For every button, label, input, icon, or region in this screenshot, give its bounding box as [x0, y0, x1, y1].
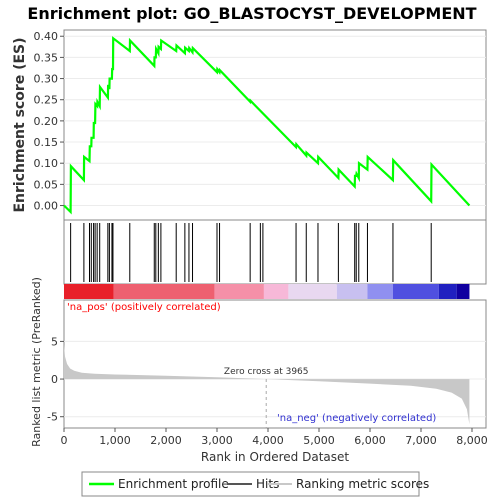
- es-y-ticks: 0.00 0.05 0.10 0.15 0.20 0.25 0.30 0.35 0.40: [34, 30, 64, 213]
- es-y-tick-label: 0.15: [34, 136, 59, 149]
- legend-enrichment-label: Enrichment profile: [118, 477, 229, 491]
- heat-strip-segment: [456, 284, 470, 299]
- heat-strip-segment: [367, 284, 393, 299]
- es-panel: 0.00 0.05 0.10 0.15 0.20 0.25 0.30 0.35 0.40 Enr…: [12, 29, 487, 221]
- x-tick-label: 8,000: [456, 434, 488, 447]
- heat-strip-segment: [64, 284, 114, 299]
- enrichment-profile-line: [63, 36, 471, 215]
- es-y-tick-label: 0.35: [34, 51, 59, 64]
- es-y-tick-label: 0.10: [34, 157, 59, 170]
- chart-title: Enrichment plot: GO_BLASTOCYST_DEVELOPME…: [27, 4, 476, 23]
- legend-metric-label: Ranking metric scores: [296, 477, 429, 491]
- es-y-tick-label: 0.30: [34, 73, 59, 86]
- metric-y-tick-label: 5: [51, 335, 58, 348]
- x-tick-label: 2,000: [150, 434, 182, 447]
- metric-plot-area: [63, 299, 487, 429]
- metric-panel: Zero cross at 3965 'na_pos' (positively …: [30, 277, 487, 447]
- pos-correlated-label: 'na_pos' (positively correlated): [67, 302, 221, 313]
- es-gridlines: [64, 35, 486, 207]
- es-y-tick-label: 0.25: [34, 94, 59, 107]
- es-y-tick-label: 0.20: [34, 115, 59, 128]
- metric-y-ticks: -5 0 5: [47, 335, 64, 424]
- heat-strip-segment: [392, 284, 439, 299]
- metric-y-tick-label: -5: [47, 411, 58, 424]
- x-tick-label: 0: [61, 434, 68, 447]
- rank-heat-strip: [64, 284, 470, 299]
- heat-strip-segment: [263, 284, 289, 299]
- es-y-axis-label: Enrichment score (ES): [12, 37, 28, 212]
- hits-plot-area: [63, 219, 487, 285]
- zero-cross-label: Zero cross at 3965: [224, 367, 309, 377]
- x-tick-label: 4,000: [252, 434, 284, 447]
- heat-strip-segment: [214, 284, 264, 299]
- x-tick-label: 3,000: [201, 434, 233, 447]
- x-axis-label: Rank in Ordered Dataset: [201, 450, 349, 464]
- ranking-metric-area: [64, 344, 470, 425]
- legend: Enrichment profile Hits Ranking metric s…: [81, 471, 429, 497]
- metric-y-tick-label: 0: [51, 373, 58, 386]
- heat-strip-segment: [113, 284, 215, 299]
- x-tick-label: 1,000: [99, 434, 131, 447]
- x-tick-label: 5,000: [303, 434, 335, 447]
- hit-lines: [70, 223, 432, 282]
- hits-panel: [63, 219, 487, 299]
- es-y-tick-label: 0.40: [34, 30, 59, 43]
- es-y-tick-label: 0.05: [34, 178, 59, 191]
- es-y-tick-label: 0.00: [34, 200, 59, 213]
- x-tick-label: 7,000: [405, 434, 437, 447]
- heat-strip-segment: [438, 284, 457, 299]
- metric-y-axis-label: Ranked list metric (PreRanked): [30, 277, 43, 447]
- heat-strip-segment: [288, 284, 337, 299]
- x-axis: 0 1,000 2,000 3,000 4,000 5,000 6,000 7,000 8,00…: [61, 428, 488, 447]
- x-tick-label: 6,000: [354, 434, 386, 447]
- heat-strip-segment: [336, 284, 368, 299]
- neg-correlated-label: 'na_neg' (negatively correlated): [277, 413, 436, 424]
